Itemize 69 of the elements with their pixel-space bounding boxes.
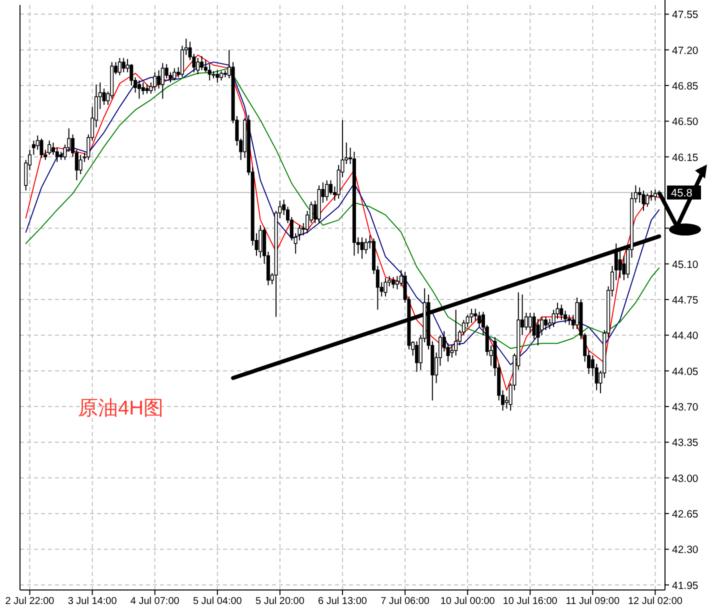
y-tick-label: 47.55 bbox=[672, 9, 698, 22]
candlestick bbox=[415, 340, 419, 372]
x-tick-label: 2 Jul 22:00 bbox=[5, 596, 55, 607]
ref-line-label: 45.8 bbox=[671, 188, 692, 200]
x-tick-label: 7 Jul 06:00 bbox=[380, 596, 430, 607]
candlestick bbox=[137, 80, 141, 100]
y-tick-label: 44.40 bbox=[672, 330, 698, 342]
y-tick-label: 47.20 bbox=[672, 44, 698, 57]
y-tick-label: 44.75 bbox=[672, 294, 698, 307]
candlestick bbox=[454, 309, 458, 356]
candlestick bbox=[528, 312, 532, 334]
candlestick bbox=[208, 64, 212, 81]
y-tick-label: 43.70 bbox=[672, 402, 698, 414]
x-tick-label: 10 Jul 00:00 bbox=[440, 596, 496, 607]
candlestick bbox=[153, 72, 157, 92]
candlestick bbox=[216, 70, 220, 83]
y-tick-label: 45.10 bbox=[672, 258, 698, 271]
candlestick bbox=[364, 238, 368, 254]
candlestick bbox=[392, 276, 396, 289]
candlestick bbox=[544, 316, 548, 331]
candlestick bbox=[145, 84, 149, 94]
candlestick bbox=[258, 224, 262, 258]
candlestick bbox=[118, 57, 122, 76]
candlestick bbox=[618, 251, 622, 279]
candlestick bbox=[474, 308, 478, 322]
candlestick bbox=[650, 190, 654, 202]
y-tick-label: 46.15 bbox=[672, 152, 698, 164]
y-tick-label: 46.50 bbox=[672, 116, 698, 128]
candlestick bbox=[567, 314, 571, 326]
annotation: 原油4H图 bbox=[78, 398, 164, 420]
candlestick bbox=[470, 308, 474, 324]
candlestick bbox=[478, 311, 482, 328]
y-tick-label: 46.85 bbox=[672, 80, 698, 93]
candlestick bbox=[653, 188, 657, 202]
y-tick-label: 42.65 bbox=[672, 508, 698, 521]
candlestick bbox=[196, 57, 200, 75]
y-tick-label: 41.95 bbox=[672, 580, 698, 592]
candlestick bbox=[78, 154, 82, 175]
x-tick-label: 5 Jul 20:00 bbox=[255, 596, 305, 607]
ref-label: 45.8 bbox=[667, 186, 701, 200]
x-tick-label: 11 Jul 09:00 bbox=[566, 596, 620, 607]
candlestick bbox=[157, 70, 161, 90]
x-tick-label: 3 Jul 14:00 bbox=[68, 596, 118, 607]
x-tick-label: 5 Jul 04:00 bbox=[192, 596, 242, 607]
candlestick bbox=[642, 190, 646, 212]
candlestick bbox=[384, 278, 388, 297]
y-tick-label: 44.05 bbox=[672, 366, 698, 378]
candlestick bbox=[122, 57, 126, 73]
candlestick bbox=[325, 180, 329, 202]
candlestick bbox=[200, 55, 204, 71]
x-tick-label: 4 Jul 07:00 bbox=[130, 596, 180, 607]
candlestick bbox=[450, 344, 454, 358]
x-tick-label: 10 Jul 16:00 bbox=[502, 596, 558, 607]
x-tick-label: 6 Jul 13:00 bbox=[318, 596, 368, 607]
candlestick bbox=[220, 70, 224, 81]
candlestick bbox=[141, 82, 145, 96]
x-tick-label: 12 Jul 02:00 bbox=[628, 596, 683, 607]
candlestick bbox=[102, 88, 106, 106]
y-tick-label: 43.35 bbox=[672, 437, 698, 450]
y-tick-label: 43.00 bbox=[672, 472, 698, 485]
candlestick bbox=[172, 68, 176, 81]
candlestick bbox=[560, 304, 564, 320]
candlestick bbox=[160, 62, 164, 100]
candlestick bbox=[646, 193, 650, 208]
candlestick bbox=[594, 363, 598, 391]
candlestick bbox=[360, 236, 364, 260]
y-tick-label: 42.30 bbox=[672, 544, 698, 556]
candlestick bbox=[40, 138, 44, 158]
candlestick bbox=[55, 147, 59, 162]
